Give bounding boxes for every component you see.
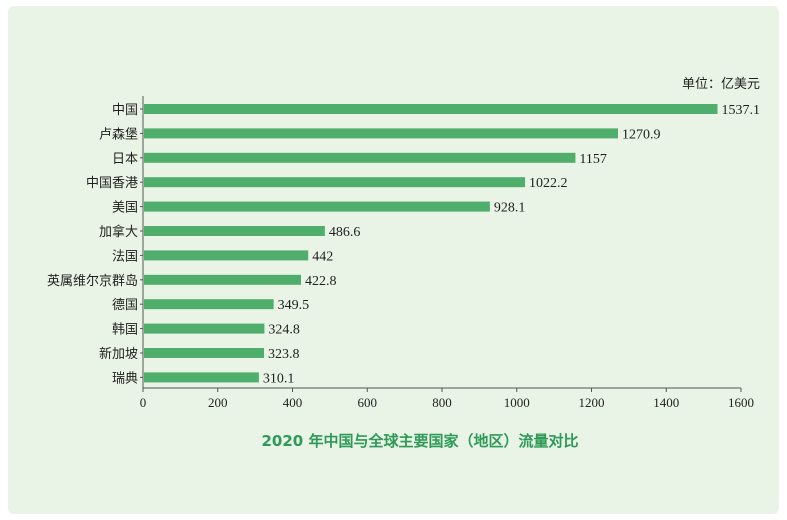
category-label: 英属维尔京群岛 [47, 273, 138, 289]
x-tick-label: 1200 [579, 395, 605, 410]
bar [144, 226, 325, 236]
value-label: 323.8 [268, 347, 300, 362]
category-label: 加拿大 [99, 224, 138, 240]
bar [144, 250, 309, 261]
category-label: 中国香港 [86, 176, 138, 191]
value-label: 1270.9 [622, 127, 661, 142]
category-label: 中国 [112, 103, 138, 118]
chart-title: 2020 年中国与全球主要国家（地区）流量对比 [262, 432, 579, 450]
chart-background [8, 6, 779, 514]
bar [144, 104, 718, 114]
bar [144, 348, 265, 358]
x-tick-label: 600 [358, 395, 378, 410]
category-label: 美国 [112, 201, 138, 216]
bar [144, 201, 490, 212]
x-tick-label: 200 [208, 395, 228, 410]
bar [144, 274, 302, 285]
value-label: 1157 [579, 152, 606, 167]
category-label: 瑞典 [112, 371, 138, 386]
x-tick-label: 800 [432, 395, 452, 410]
unit-label: 单位：亿美元 [682, 77, 760, 92]
value-label: 324.8 [268, 323, 300, 338]
x-ticks-group: 0 200 400 600 800 1000 1200 1400 1600 [140, 388, 754, 410]
value-label: 442 [312, 249, 333, 264]
x-tick-label: 1000 [504, 395, 530, 410]
value-label: 349.5 [278, 298, 310, 313]
value-label: 1022.2 [529, 176, 568, 191]
bar [144, 177, 526, 188]
x-tick-label: 1600 [728, 395, 754, 410]
value-label: 422.8 [305, 274, 337, 289]
value-label: 310.1 [263, 371, 295, 386]
category-label: 卢森堡 [99, 126, 138, 142]
bar [144, 299, 274, 310]
x-tick-label: 1400 [653, 395, 679, 410]
x-tick-label: 0 [140, 395, 147, 410]
value-label: 486.6 [329, 225, 361, 240]
x-tick-label: 400 [283, 395, 303, 410]
category-label: 法国 [112, 249, 138, 264]
value-label: 1537.1 [721, 103, 760, 118]
category-label: 日本 [112, 152, 138, 167]
value-label: 928.1 [494, 201, 526, 216]
bar [144, 323, 265, 334]
bar [144, 152, 576, 163]
bars-group: 中国 1537.1 卢森堡 1270.9 日本 1157 中国香港 1022.2 美国 928.1… [47, 103, 760, 386]
bar [144, 372, 259, 383]
category-label: 韩国 [112, 323, 138, 338]
category-label: 德国 [112, 298, 138, 313]
bar [144, 128, 618, 139]
category-label: 新加坡 [99, 346, 138, 362]
